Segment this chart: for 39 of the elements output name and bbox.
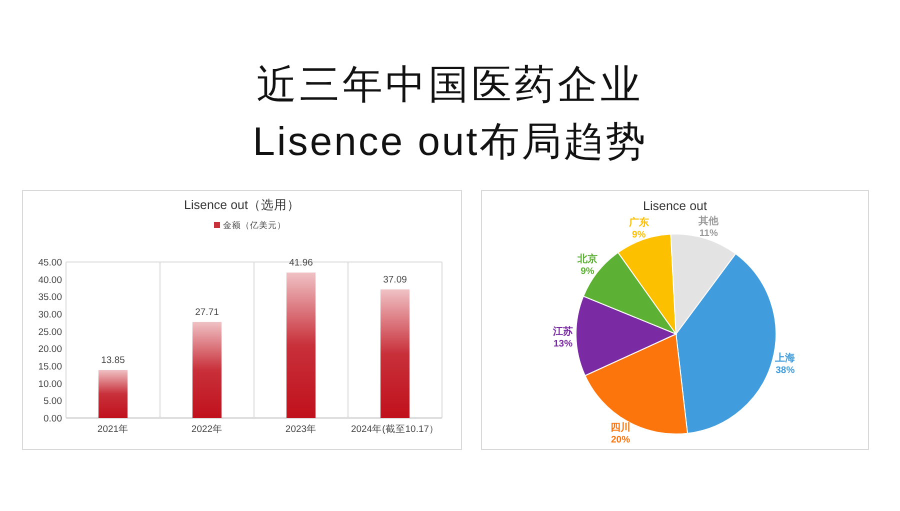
text: Lisence out布局趋势	[252, 120, 648, 164]
data-label: 13%	[554, 338, 574, 350]
slice-label: 上海	[774, 352, 796, 364]
bar	[192, 322, 222, 418]
data-label: 9%	[580, 266, 595, 277]
data-label: 37.09	[383, 274, 407, 286]
data-label: 20%	[611, 434, 631, 446]
data-label: 11%	[699, 228, 718, 239]
chart-title: Lisence out（选用）	[184, 198, 300, 212]
y-tick-label: 5.00	[44, 396, 62, 408]
y-tick-label: 20.00	[38, 344, 62, 356]
chart-title: Lisence out	[643, 199, 708, 213]
y-tick-label: 10.00	[38, 378, 62, 390]
data-label: 13.85	[101, 354, 125, 366]
text: 近三年中国医药企业	[256, 63, 644, 107]
slice-label: 其他	[698, 214, 720, 227]
y-tick-label: 30.00	[38, 310, 62, 320]
y-tick-label: 35.00	[38, 292, 62, 304]
y-tick-label: 0.00	[44, 414, 62, 424]
slice-label: 四川	[610, 421, 631, 434]
legend-label: 金额（亿美元）	[223, 220, 286, 230]
data-label: 9%	[632, 229, 646, 240]
slice-label: 江苏	[552, 325, 574, 338]
bar	[286, 272, 316, 418]
bar	[98, 370, 128, 418]
y-tick-label: 40.00	[38, 274, 62, 286]
y-tick-label: 15.00	[38, 362, 62, 372]
y-tick-label: 45.00	[38, 258, 62, 268]
data-label: 38%	[776, 365, 796, 376]
data-label: 41.96	[289, 258, 313, 269]
y-tick-label: 25.00	[38, 326, 62, 338]
bar	[380, 289, 410, 418]
data-label: 27.71	[195, 306, 219, 318]
x-tick-label: 2023年	[285, 423, 317, 435]
slice-label: 北京	[576, 252, 598, 265]
slice-label: 广东	[628, 216, 649, 228]
x-tick-label: 2022年	[191, 423, 223, 435]
x-tick-label: 2021年	[97, 423, 129, 435]
x-tick-label: 2024年(截至10.17）	[350, 423, 440, 435]
